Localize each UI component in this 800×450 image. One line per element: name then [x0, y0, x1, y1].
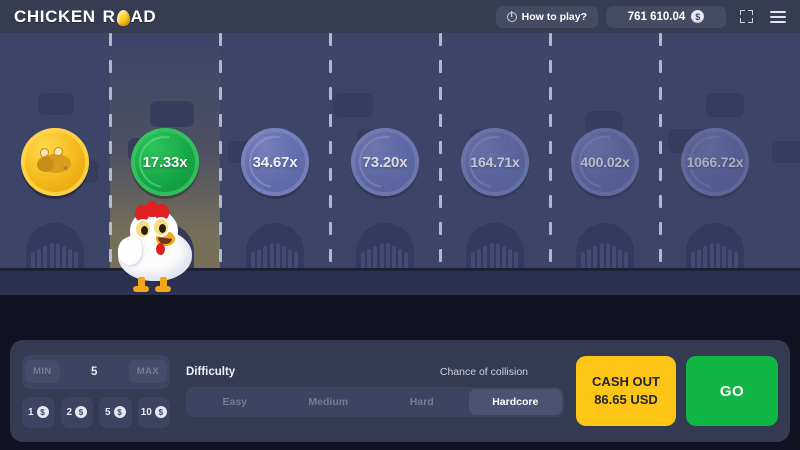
header-actions: How to play? 761 610.04 $ — [495, 5, 790, 28]
difficulty-tabs: Easy Medium Hard Hardcore — [186, 386, 564, 417]
difficulty-header: Difficulty Chance of collision — [186, 366, 564, 378]
lane-divider — [219, 33, 222, 295]
multiplier-coin-6[interactable]: 400.02x — [571, 128, 639, 196]
bet-amount-value[interactable]: 5 — [90, 365, 98, 378]
lane-divider — [659, 33, 662, 295]
hamburger-menu-icon — [770, 10, 786, 23]
roast-chicken-icon: × — [35, 145, 75, 176]
info-icon — [506, 10, 517, 22]
quick-bet-value: 10 — [140, 406, 152, 418]
chicken-foot-left — [133, 286, 149, 292]
coin-multiplier-label: 34.67x — [252, 153, 298, 171]
difficulty-tab-easy[interactable]: Easy — [222, 395, 248, 408]
cash-out-button[interactable]: CASH OUT 86.65 USD — [576, 356, 676, 426]
app-header: CHICKEN R AD How to play? 761 610.04 $ — [0, 0, 800, 33]
quick-bet-1[interactable]: 1 $ — [22, 396, 55, 428]
dollar-coin-icon: $ — [36, 406, 49, 418]
quick-bet-10[interactable]: 10 $ — [137, 396, 170, 428]
go-button[interactable]: GO — [686, 356, 778, 426]
lane-divider — [439, 33, 442, 295]
quick-bet-chips: 1 $2 $5 $10 $ — [22, 396, 170, 428]
difficulty-section: Difficulty Chance of collision Easy Mediu… — [170, 353, 576, 429]
dollar-coin-icon: $ — [113, 406, 126, 418]
quick-bet-value: 2 — [66, 406, 73, 418]
dollar-coin-icon: $ — [75, 406, 88, 418]
egg-icon — [116, 9, 130, 26]
road-patch — [333, 93, 373, 117]
multiplier-coin-7[interactable]: 1066.72x — [681, 128, 749, 196]
chicken-eye-right — [152, 217, 170, 237]
quick-bet-5[interactable]: 5 $ — [99, 396, 132, 428]
chicken-leg-right — [160, 277, 167, 289]
app-logo: CHICKEN R AD — [14, 7, 156, 27]
quick-bet-2[interactable]: 2 $ — [60, 396, 93, 428]
difficulty-tab-hardcore[interactable]: Hardcore — [468, 388, 562, 415]
road-patch — [38, 93, 74, 115]
balance-display[interactable]: 761 610.04 $ — [606, 5, 726, 28]
difficulty-tab-medium[interactable]: Medium — [308, 395, 349, 408]
coin-multiplier-label: 17.33x — [142, 153, 188, 171]
chicken-foot-right — [155, 286, 171, 292]
road-patch — [150, 101, 194, 127]
chicken-wattle — [156, 243, 165, 255]
chicken-character — [112, 201, 198, 293]
road-shadow — [0, 295, 800, 333]
chicken-comb-icon — [135, 201, 169, 221]
logo-text-r: R — [102, 6, 116, 26]
bet-min-button[interactable]: MIN — [25, 360, 60, 383]
balance-amount: 761 610.04 — [627, 10, 686, 23]
fullscreen-button[interactable] — [734, 6, 758, 28]
lane-divider — [549, 33, 552, 295]
road-patch — [772, 141, 800, 163]
bet-controls: MIN 5 MAX 1 $2 $5 $10 $ — [22, 354, 170, 428]
coin-multiplier-label: 400.02x — [580, 154, 630, 170]
multiplier-coin-5[interactable]: 164.71x — [461, 128, 529, 196]
fullscreen-icon — [739, 10, 753, 23]
quick-bet-value: 5 — [104, 406, 111, 418]
multiplier-coin-3[interactable]: 34.67x — [241, 128, 309, 196]
logo-text-ad: AD — [130, 6, 157, 26]
chicken-leg-left — [138, 277, 145, 289]
coin-multiplier-label: 1066.72x — [686, 154, 744, 170]
dollar-coin-icon: $ — [154, 406, 167, 418]
coin-multiplier-label: 164.71x — [470, 154, 520, 170]
bet-max-button[interactable]: MAX — [128, 360, 167, 383]
collision-chance-label: Chance of collision — [439, 365, 528, 378]
chicken-eye-left — [134, 219, 152, 239]
cash-out-amount: 86.65 USD — [594, 392, 658, 407]
difficulty-label: Difficulty — [186, 365, 236, 378]
curb-edge — [0, 268, 800, 271]
multiplier-coin-2[interactable]: 17.33x — [131, 128, 199, 196]
multiplier-coin-1[interactable]: × — [21, 128, 89, 196]
control-panel: MIN 5 MAX 1 $2 $5 $10 $ Difficulty Chance of… — [10, 340, 790, 442]
road-patch — [706, 93, 744, 117]
multiplier-coin-4[interactable]: 73.20x — [351, 128, 419, 196]
game-road: × 17.33x 34.67x 73.20x 164.71x 400.02x 1066.72… — [0, 33, 800, 295]
how-to-play-label: How to play? — [521, 10, 587, 23]
difficulty-tab-hard[interactable]: Hard — [409, 395, 434, 408]
chicken-wing — [118, 237, 142, 265]
cash-out-label: CASH OUT — [592, 374, 660, 390]
lane-divider — [329, 33, 332, 295]
how-to-play-button[interactable]: How to play? — [495, 5, 598, 28]
logo-text-chicken: CHICKEN — [14, 6, 96, 26]
coin-multiplier-label: 73.20x — [362, 153, 408, 171]
menu-button[interactable] — [766, 6, 790, 28]
dollar-coin-icon: $ — [691, 10, 705, 23]
quick-bet-value: 1 — [27, 406, 34, 418]
bet-amount-row: MIN 5 MAX — [22, 354, 170, 389]
